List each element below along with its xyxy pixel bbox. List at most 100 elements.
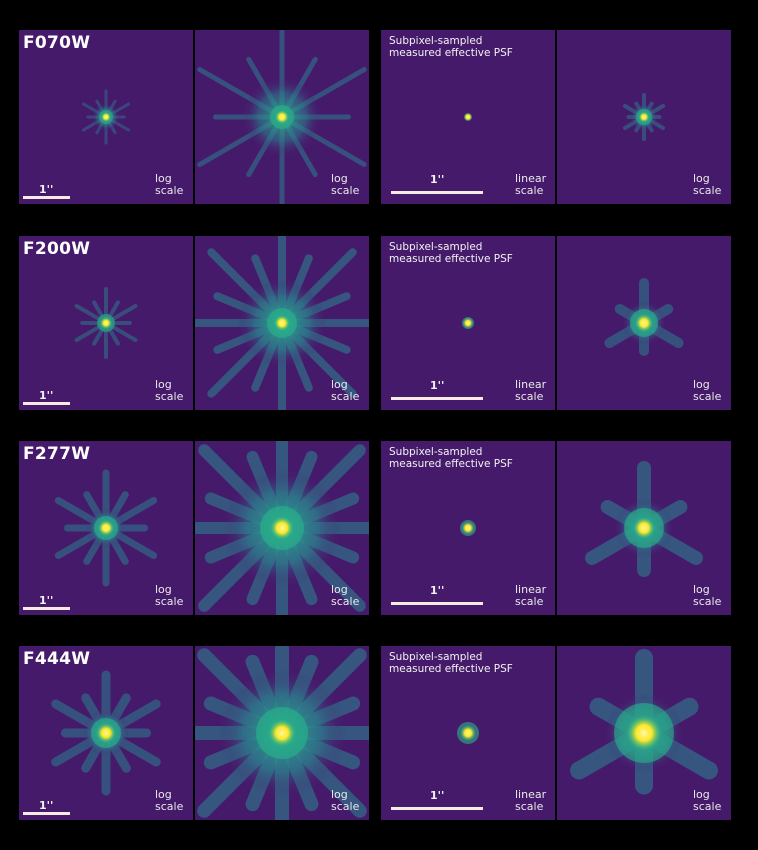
psf-image — [381, 30, 555, 204]
scale-bar — [391, 397, 483, 400]
panel-epsf-log: log scale — [557, 30, 731, 204]
psf-core — [635, 314, 653, 332]
scale-type-line2: scale — [155, 595, 184, 608]
scale-type-label: log scale — [693, 379, 721, 403]
psf-core — [460, 725, 476, 741]
filter-label: F200W — [23, 239, 91, 259]
scale-bar-label: 1'' — [39, 594, 54, 607]
scale-type-label: log scale — [331, 379, 359, 403]
scale-type-label: log scale — [155, 789, 183, 813]
psf-core — [98, 520, 114, 536]
scale-type-line1: log — [155, 788, 172, 801]
scale-bar-label: 1'' — [430, 584, 445, 597]
psf-image — [557, 30, 731, 204]
psf-image — [557, 441, 731, 615]
panel-epsf-linear: Subpixel-sampled measured effective PSF … — [381, 236, 555, 410]
panel-epsf-log: log scale — [557, 441, 731, 615]
scale-type-label: log scale — [155, 173, 183, 197]
subpixel-caption: Subpixel-sampled measured effective PSF — [389, 35, 513, 59]
scale-bar-label: 1'' — [39, 389, 54, 402]
subpixel-caption-line1: Subpixel-sampled — [389, 35, 483, 47]
subpixel-caption-line2: measured effective PSF — [389, 458, 513, 470]
scale-type-line1: linear — [515, 172, 547, 185]
scale-type-line2: scale — [693, 390, 722, 403]
scale-bar — [391, 191, 483, 194]
psf-image — [381, 236, 555, 410]
subpixel-caption-line2: measured effective PSF — [389, 253, 513, 265]
psf-image — [381, 441, 555, 615]
scale-type-line2: scale — [155, 390, 184, 403]
scale-bar — [391, 602, 483, 605]
scale-type-line1: log — [693, 788, 710, 801]
psf-image — [195, 236, 369, 410]
scale-type-label: linear scale — [515, 173, 546, 197]
psf-core — [461, 521, 475, 535]
scale-type-line2: scale — [693, 800, 722, 813]
scale-type-line1: log — [331, 583, 348, 596]
scale-bar — [23, 607, 70, 610]
scale-type-line2: scale — [155, 800, 184, 813]
scale-type-line1: log — [331, 172, 348, 185]
psf-core — [638, 111, 650, 123]
panel-epsf-log: log scale — [557, 646, 731, 820]
psf-image — [19, 30, 193, 204]
scale-type-line2: scale — [331, 800, 360, 813]
psf-image — [195, 646, 369, 820]
subpixel-caption-line1: Subpixel-sampled — [389, 241, 483, 253]
scale-type-label: log scale — [155, 584, 183, 608]
scale-type-label: linear scale — [515, 584, 546, 608]
panel-epsf-linear: Subpixel-sampled measured effective PSF … — [381, 646, 555, 820]
scale-type-line2: scale — [331, 184, 360, 197]
psf-image — [19, 646, 193, 820]
scale-type-line2: scale — [515, 184, 544, 197]
panel-observed-log-stretched: log scale — [195, 646, 369, 820]
psf-image — [19, 441, 193, 615]
psf-image — [195, 30, 369, 204]
psf-core — [96, 723, 116, 743]
scale-type-line2: scale — [515, 595, 544, 608]
scale-type-line1: log — [331, 378, 348, 391]
scale-bar-label: 1'' — [430, 789, 445, 802]
psf-core — [268, 719, 296, 747]
psf-core — [101, 112, 111, 122]
scale-type-label: log scale — [331, 789, 359, 813]
scale-type-line1: log — [693, 172, 710, 185]
subpixel-caption: Subpixel-sampled measured effective PSF — [389, 241, 513, 265]
psf-image — [195, 441, 369, 615]
scale-type-line1: log — [693, 583, 710, 596]
subpixel-caption-line1: Subpixel-sampled — [389, 651, 483, 663]
scale-type-label: linear scale — [515, 789, 546, 813]
scale-type-line1: log — [155, 378, 172, 391]
psf-core — [270, 516, 294, 540]
scale-bar-label: 1'' — [39, 183, 54, 196]
psf-core — [274, 315, 290, 331]
scale-type-label: log scale — [693, 173, 721, 197]
panel-epsf-linear: Subpixel-sampled measured effective PSF … — [381, 441, 555, 615]
filter-label: F277W — [23, 444, 91, 464]
scale-type-label: log scale — [331, 173, 359, 197]
scale-type-line2: scale — [331, 390, 360, 403]
panel-observed-log: F200W 1'' log scale — [19, 236, 193, 410]
psf-core — [463, 112, 473, 122]
scale-type-line2: scale — [693, 184, 722, 197]
scale-type-label: log scale — [693, 789, 721, 813]
panel-observed-log-stretched: log scale — [195, 441, 369, 615]
scale-type-line1: linear — [515, 788, 547, 801]
scale-type-line1: linear — [515, 583, 547, 596]
psf-core — [626, 715, 662, 751]
psf-core — [275, 110, 289, 124]
psf-core — [462, 317, 474, 329]
scale-type-line1: log — [155, 583, 172, 596]
scale-type-label: log scale — [693, 584, 721, 608]
panel-epsf-linear: Subpixel-sampled measured effective PSF … — [381, 30, 555, 204]
filter-label: F070W — [23, 33, 91, 53]
scale-type-line2: scale — [515, 390, 544, 403]
scale-type-line2: scale — [155, 184, 184, 197]
scale-bar-label: 1'' — [39, 799, 54, 812]
scale-bar — [23, 402, 70, 405]
scale-bar — [23, 812, 70, 815]
subpixel-caption: Subpixel-sampled measured effective PSF — [389, 446, 513, 470]
psf-image — [381, 646, 555, 820]
filter-label: F444W — [23, 649, 91, 669]
scale-type-label: linear scale — [515, 379, 546, 403]
